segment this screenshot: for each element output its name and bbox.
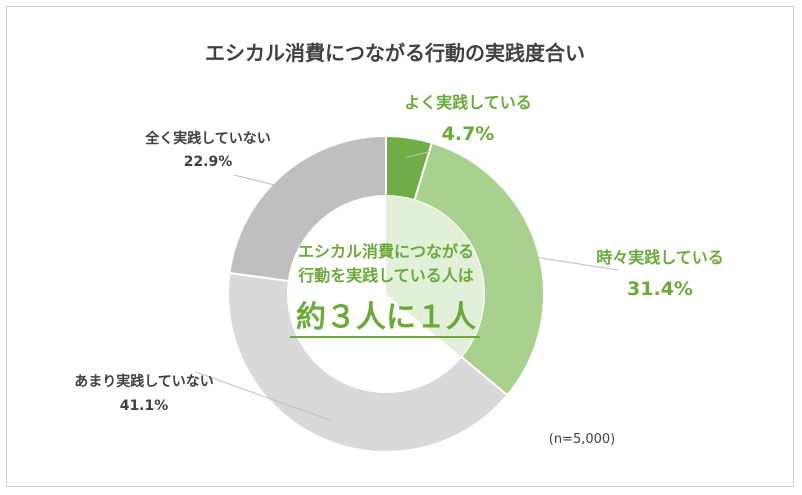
leader-lines-group — [195, 147, 619, 421]
slices-group — [227, 134, 545, 453]
center-text-line2: 行動を実践している人は — [297, 266, 474, 285]
sample-size-note: (n=5,000) — [549, 432, 616, 447]
label-category-often: よく実践している — [404, 93, 532, 112]
label-value-rarely: 41.1% — [120, 398, 169, 414]
label-value-often: 4.7% — [442, 123, 495, 145]
leader-often — [406, 147, 445, 158]
label-value-never: 22.9% — [184, 154, 233, 170]
center-highlight-wedge — [386, 196, 485, 357]
label-category-never: 全く実践していない — [144, 130, 271, 147]
slice-rarely — [227, 271, 509, 453]
chart-title: エシカル消費につながる行動の実践度合い — [205, 41, 585, 65]
leader-rarely — [195, 371, 331, 421]
label-value-sometimes: 31.4% — [627, 278, 693, 300]
center-text-line1: エシカル消費につながる — [298, 242, 474, 261]
slice-never — [228, 134, 387, 283]
center-text-highlight: 約３人に１人 — [296, 300, 476, 335]
label-category-sometimes: 時々実践している — [596, 248, 724, 267]
leader-never — [233, 174, 296, 191]
leader-sometimes — [518, 254, 619, 271]
label-category-rarely: あまり実践していない — [74, 373, 214, 390]
